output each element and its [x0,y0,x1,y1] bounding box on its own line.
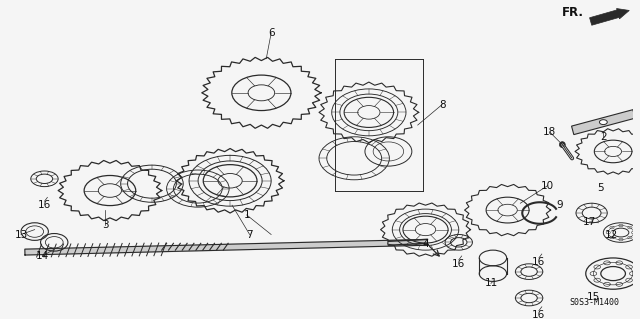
Text: 12: 12 [605,229,618,240]
Text: 16: 16 [38,200,51,210]
Text: FR.: FR. [562,5,584,19]
Text: 14: 14 [36,251,49,261]
Text: S0S3-M1400: S0S3-M1400 [569,298,619,307]
Text: 7: 7 [246,229,253,240]
Text: 16: 16 [532,310,545,319]
Text: 16: 16 [532,257,545,267]
Text: 18: 18 [543,127,556,137]
FancyArrow shape [572,110,635,135]
Text: 3: 3 [102,220,108,230]
Polygon shape [25,239,428,255]
Text: 13: 13 [14,229,28,240]
Text: 1: 1 [243,210,250,220]
FancyArrow shape [589,9,629,25]
Text: 15: 15 [587,292,600,302]
Text: 11: 11 [484,278,498,288]
Text: 9: 9 [556,200,563,210]
Text: 10: 10 [541,181,554,191]
Circle shape [559,142,565,148]
Text: 17: 17 [583,217,596,227]
Text: 2: 2 [600,132,607,142]
Text: 4: 4 [422,239,429,249]
Ellipse shape [600,120,607,125]
Text: 6: 6 [268,28,275,38]
Text: 8: 8 [439,100,445,109]
Text: 5: 5 [597,182,604,193]
Text: 16: 16 [452,259,465,269]
